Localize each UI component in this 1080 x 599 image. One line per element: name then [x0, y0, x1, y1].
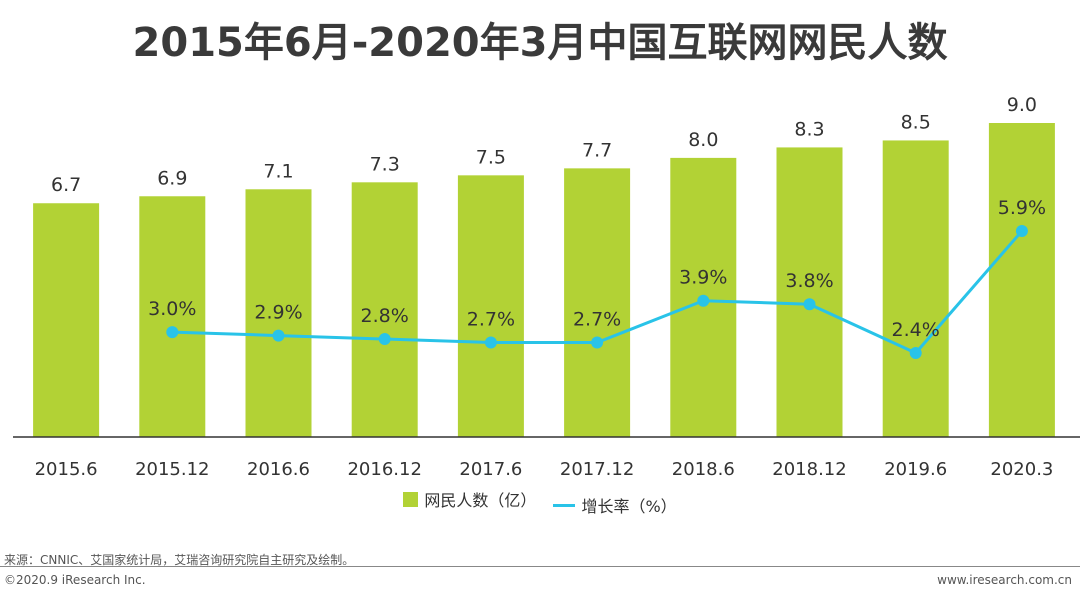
x-tick-label: 2016.6: [247, 459, 310, 480]
chart-title: 2015年6月-2020年3月中国互联网网民人数: [132, 20, 948, 66]
chart-area: 6.7 2015.6 6.9 2015.12 7.1 2016.6 7.3 2016.12 7.…: [13, 94, 1080, 480]
x-tick-label: 2015.12: [135, 459, 209, 480]
growth-rate-label: 2.4%: [892, 319, 940, 341]
growth-rate-label: 2.7%: [467, 309, 515, 331]
legend-bar-label: 网民人数（亿）: [424, 491, 537, 510]
bar-value-label: 7.7: [582, 139, 612, 161]
bar-value-label: 6.9: [157, 167, 187, 189]
growth-rate-point: [909, 347, 922, 359]
bar-2019.6: [882, 140, 949, 437]
legend-bar-swatch: [403, 491, 419, 507]
x-tick-label: 2020.3: [990, 459, 1053, 480]
bar-value-label: 8.0: [688, 129, 718, 151]
growth-rate-label: 2.7%: [573, 309, 621, 331]
growth-rate-label: 3.0%: [148, 298, 196, 320]
x-tick-label: 2019.6: [884, 459, 947, 480]
copyright: ©2020.9 iResearch Inc.: [4, 573, 146, 587]
growth-rate-point: [697, 294, 710, 307]
growth-rate-point: [378, 333, 391, 346]
website: www.iresearch.com.cn: [937, 573, 1072, 587]
source-note: 来源：CNNIC、艾国家统计局，艾瑞咨询研究院自主研究及绘制。: [4, 553, 355, 567]
bar-value-label: 8.5: [901, 111, 931, 133]
x-tick-label: 2015.6: [35, 459, 98, 480]
x-tick-label: 2017.6: [459, 459, 522, 480]
growth-rate-label: 5.9%: [998, 197, 1046, 219]
growth-rate-label: 3.8%: [785, 270, 833, 292]
bar-2018.12: [776, 147, 843, 437]
growth-rate-point: [1015, 225, 1028, 237]
bar-value-label: 7.1: [263, 160, 293, 182]
growth-rate-point: [272, 329, 285, 342]
bar-value-label: 6.7: [51, 174, 81, 196]
x-tick-label: 2018.6: [672, 459, 735, 480]
footer-divider: [0, 566, 1080, 567]
bar-value-label: 7.5: [476, 146, 506, 168]
legend-line-label: 增长率（%）: [581, 497, 677, 516]
growth-rate-label: 3.9%: [679, 267, 727, 289]
x-tick-label: 2018.12: [772, 459, 846, 480]
legend-line-swatch: [553, 503, 576, 507]
growth-rate-point: [484, 336, 497, 349]
legend-line-item: 增长率（%）: [553, 493, 677, 517]
bar-2015.6: [33, 203, 100, 437]
bar-value-label: 9.0: [1007, 94, 1037, 116]
bar-2015.12: [139, 196, 206, 437]
bar-2016.12: [351, 182, 418, 437]
bar-value-label: 8.3: [794, 118, 824, 140]
bar-2017.12: [564, 168, 631, 437]
bar-2016.6: [245, 189, 312, 437]
bar-value-label: 7.3: [370, 153, 400, 175]
bar-2020.3: [988, 123, 1055, 437]
growth-rate-label: 2.9%: [254, 302, 302, 324]
legend-bar-item: 网民人数（亿）: [403, 487, 536, 511]
x-tick-label: 2017.12: [560, 459, 634, 480]
growth-rate-point: [166, 326, 179, 339]
growth-rate-label: 2.8%: [361, 305, 409, 327]
growth-rate-point: [803, 298, 816, 311]
growth-rate-point: [591, 336, 604, 349]
legend: 网民人数（亿） 增长率（%）: [0, 487, 1080, 517]
x-tick-label: 2016.12: [347, 459, 421, 480]
bar-2017.6: [457, 175, 524, 438]
